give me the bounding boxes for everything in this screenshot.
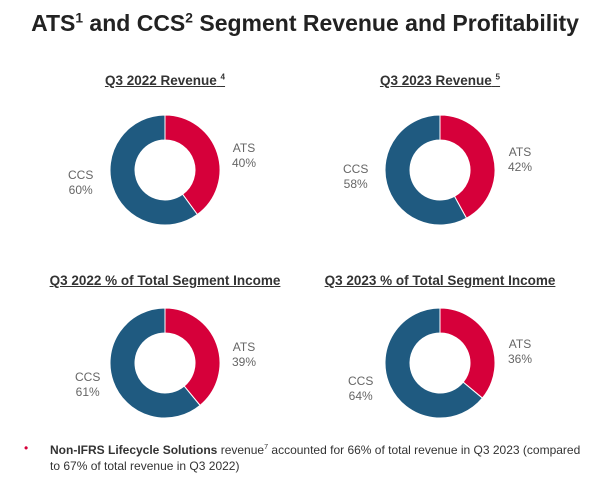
chart-title-q3-2023-revenue: Q3 2023 Revenue 5 — [379, 72, 501, 88]
label-ccs: CCS 60% — [68, 168, 94, 197]
bullet-icon: • — [24, 441, 29, 455]
chart-title-q3-2022-revenue: Q3 2022 Revenue 4 — [104, 72, 226, 88]
label-ats: ATS 39% — [232, 340, 257, 369]
slice-ats — [439, 114, 496, 219]
slice-ccs — [384, 307, 484, 419]
chart-title-q3-2023-income: Q3 2023 % of Total Segment Income — [324, 273, 556, 288]
footnote-text: Non-IFRS Lifecycle Solutions revenue7 ac… — [50, 442, 581, 473]
label-ats: ATS 36% — [508, 337, 533, 366]
slice-ats — [164, 307, 221, 407]
label-ccs: CCS 61% — [75, 370, 101, 399]
label-ats: ATS 42% — [508, 145, 533, 174]
slice-ats — [164, 114, 221, 216]
label-ccs: CCS 58% — [343, 162, 369, 191]
slice-ccs — [109, 114, 199, 226]
chart-title-q3-2022-income: Q3 2022 % of Total Segment Income — [49, 273, 281, 288]
slice-ccs — [109, 307, 201, 419]
slice-ccs — [384, 114, 468, 226]
page-title: ATS1 and CCS2 Segment Revenue and Profit… — [31, 10, 579, 36]
label-ats: ATS 40% — [232, 141, 257, 170]
slice-ats — [439, 307, 496, 399]
label-ccs: CCS 64% — [348, 374, 374, 403]
